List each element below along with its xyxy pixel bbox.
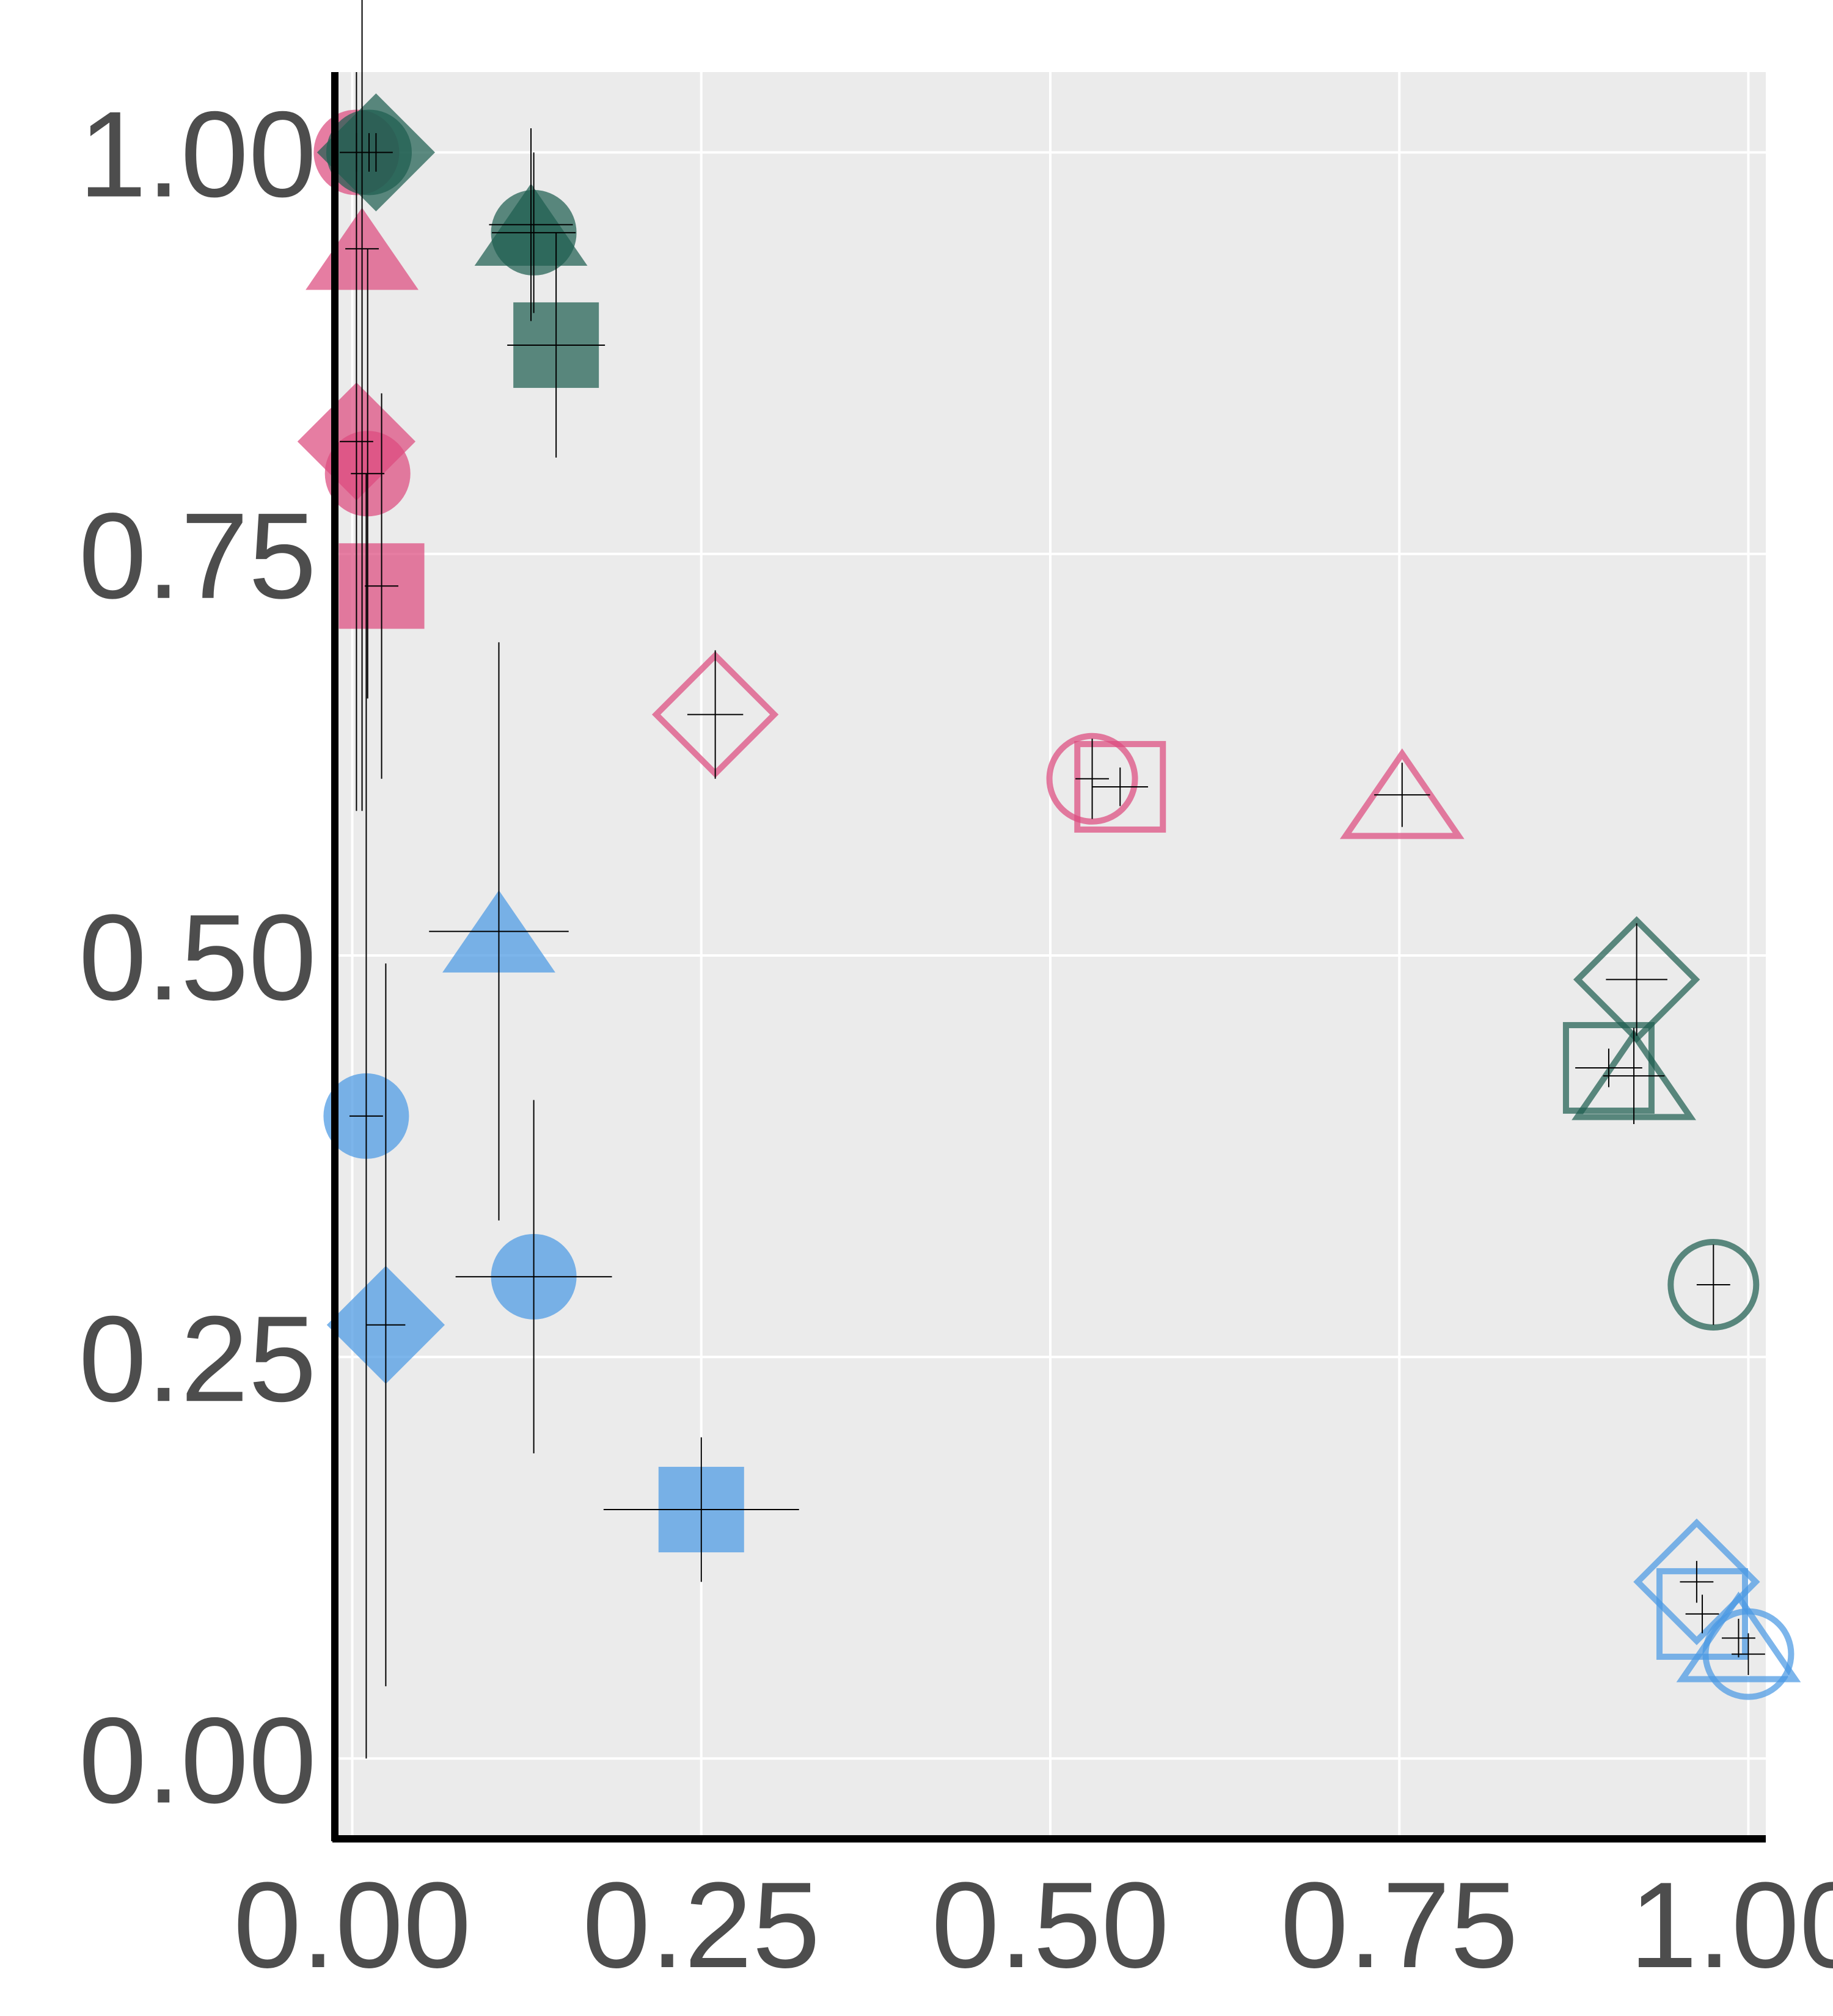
pink-open-triangle-point [1339, 748, 1465, 839]
y-tick-label: 1.00 [79, 86, 316, 222]
pink-open-square-point [1074, 740, 1166, 833]
x-tick-label: 0.00 [233, 1857, 471, 1993]
axes [331, 72, 1766, 1843]
error-bars [339, 0, 1765, 1759]
green-open-circle-point [1667, 1238, 1760, 1331]
blue-open-diamond-point [1633, 1518, 1760, 1646]
x-tick-label: 1.00 [1630, 1857, 1833, 1993]
gridlines [335, 72, 1766, 1839]
blue-open-circle-point [1702, 1608, 1795, 1700]
pink-open-circle-point [1046, 732, 1138, 825]
y-tick-label: 0.75 [79, 488, 316, 624]
x-tick-label: 0.25 [582, 1857, 820, 1993]
y-tick-label: 0.50 [79, 889, 316, 1026]
x-tick-label: 0.50 [931, 1857, 1169, 1993]
tick-labels: 0.00 0.25 0.50 0.75 1.00 0.00 0.25 0.50 0.75 1.00 [79, 86, 1833, 1993]
green-open-square-point [1562, 1022, 1655, 1114]
x-tick-label: 0.75 [1281, 1857, 1518, 1993]
y-tick-label: 0.00 [79, 1693, 316, 1829]
y-tick-label: 0.25 [79, 1291, 316, 1427]
